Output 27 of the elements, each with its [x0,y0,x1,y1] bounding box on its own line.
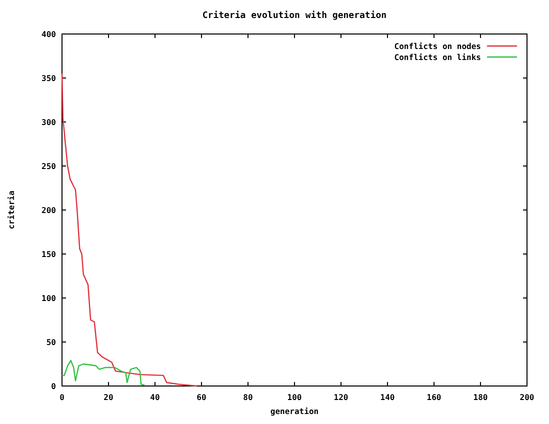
line-series [61,360,146,386]
y-axis-title: criteria [7,190,16,230]
x-tick-label: 180 [473,393,488,402]
y-tick-label: 100 [42,294,56,303]
y-tick-label: 300 [42,118,56,127]
x-tick-label: 140 [380,393,395,402]
y-tick-label: 150 [42,250,56,259]
x-tick-label: 20 [104,393,114,402]
x-tick-label: 80 [243,393,253,402]
legend-label: Conflicts on nodes [394,42,482,51]
chart-title: Criteria evolution with generation [202,10,387,21]
y-tick-label: 50 [46,338,56,347]
x-tick-label: 100 [287,393,302,402]
y-tick-label: 350 [42,74,56,83]
y-tick-label: 400 [42,30,56,39]
x-tick-label: 60 [196,393,206,402]
x-tick-label: 200 [520,393,534,402]
x-tick-label: 0 [60,393,65,402]
x-tick-label: 40 [150,393,160,402]
legend-label: Conflicts on links [394,53,482,62]
y-tick-label: 200 [42,206,56,215]
line-series [61,73,198,387]
x-tick-label: 120 [334,393,348,402]
y-tick-label: 0 [51,382,56,391]
y-tick-label: 250 [42,162,56,171]
x-axis-title: generation [270,407,319,416]
x-tick-label: 160 [426,393,442,402]
